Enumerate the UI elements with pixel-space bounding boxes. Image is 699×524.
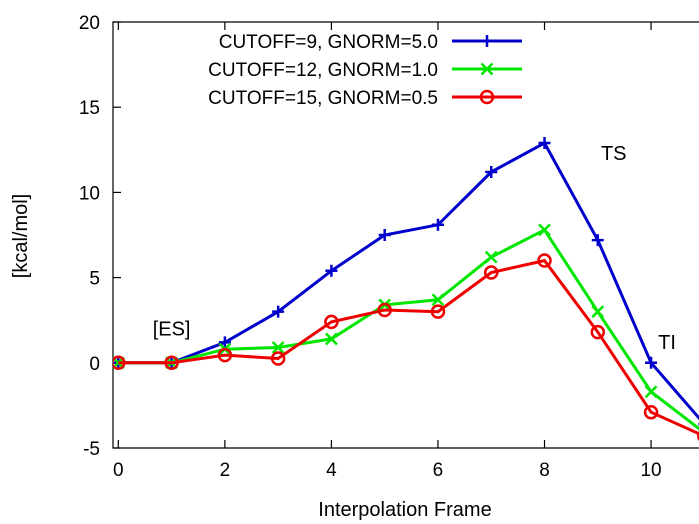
data-point [590, 324, 606, 340]
x-tick-label: 4 [326, 460, 337, 481]
series-2 [113, 223, 699, 439]
y-tick-label: -5 [83, 439, 100, 460]
series-3 [113, 253, 699, 441]
annotations: [ES] TS TI [153, 143, 676, 354]
series-layer [113, 136, 699, 441]
data-point [538, 223, 551, 237]
x-tick-label: 0 [113, 460, 124, 481]
data-point [325, 332, 338, 346]
legend-label: CUTOFF=9, GNORM=5.0 [219, 32, 438, 53]
data-point [377, 302, 392, 318]
y-tick-label: 15 [79, 98, 100, 119]
annotation-label: [ES] [153, 319, 191, 341]
data-point [483, 265, 499, 280]
data-point [643, 404, 659, 420]
x-axis-ticks: 0 2 4 6 8 10 [113, 22, 662, 481]
legend-item: CUTOFF=15, GNORM=0.5 [208, 88, 522, 109]
data-point [538, 136, 551, 149]
y-axis-label: [kcal/mol] [10, 194, 32, 278]
data-point [697, 431, 699, 441]
y-tick-label: 0 [89, 354, 100, 375]
data-point [113, 355, 126, 371]
data-point [271, 341, 285, 354]
legend-item: CUTOFF=9, GNORM=5.0 [219, 32, 522, 53]
data-point [644, 385, 658, 399]
data-point [430, 304, 446, 319]
data-point [431, 218, 444, 231]
legend-label: CUTOFF=12, GNORM=1.0 [208, 60, 438, 81]
x-tick-label: 8 [539, 460, 550, 481]
data-point [324, 314, 339, 330]
legend: CUTOFF=9, GNORM=5.0 CUTOFF=12, GNORM=1.0 C… [208, 32, 522, 109]
y-tick-label: 5 [89, 269, 100, 290]
annotation-label: TS [601, 143, 627, 165]
data-point [164, 355, 179, 371]
x-tick-label: 2 [220, 460, 231, 481]
series-line [118, 227, 699, 431]
data-point [481, 35, 493, 47]
data-point [431, 293, 445, 307]
series-1 [113, 136, 699, 426]
data-point [485, 165, 498, 178]
data-point [645, 356, 658, 369]
y-tick-label: 20 [79, 13, 100, 34]
data-point [272, 305, 285, 318]
legend-item: CUTOFF=12, GNORM=1.0 [208, 60, 522, 81]
data-point [479, 89, 495, 105]
data-point [270, 351, 286, 366]
x-axis-label: Interpolation Frame [318, 499, 491, 521]
axes-frame [112, 21, 699, 449]
legend-label: CUTOFF=15, GNORM=0.5 [208, 88, 438, 109]
data-point [217, 347, 233, 363]
plot-frame [112, 21, 699, 449]
data-point [591, 305, 605, 319]
y-axis-ticks: -5 0 5 10 15 20 [79, 13, 121, 460]
data-point [480, 62, 494, 76]
series-line [118, 140, 699, 421]
data-point [325, 264, 338, 277]
series-line [118, 258, 699, 436]
data-point [537, 253, 552, 268]
x-tick-label: 10 [640, 460, 661, 481]
data-point [484, 250, 498, 264]
x-tick-label: 6 [433, 460, 444, 481]
data-point [218, 336, 231, 349]
data-point [591, 234, 604, 247]
y-tick-label: 10 [79, 183, 100, 204]
annotation-label: TI [658, 332, 676, 354]
data-point [378, 229, 391, 241]
